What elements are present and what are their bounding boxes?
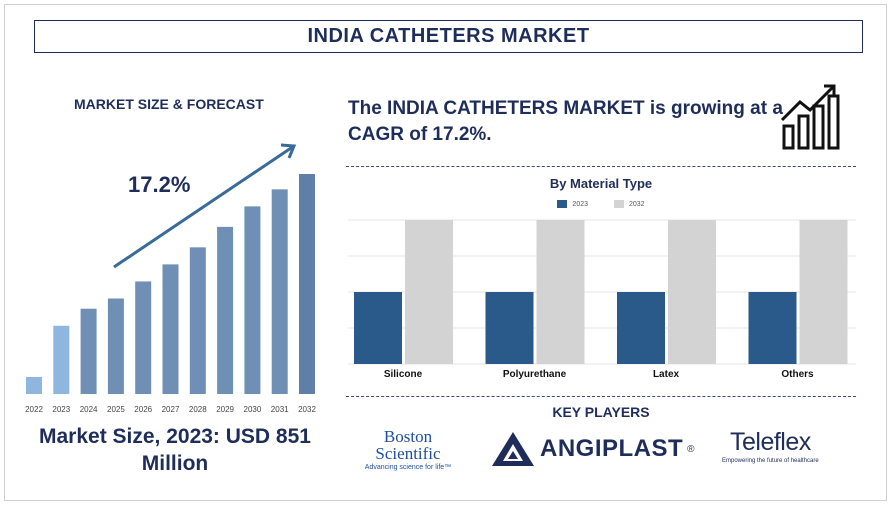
material-chart-title: By Material Type xyxy=(549,176,653,191)
forecast-tick-2024: 2024 xyxy=(80,405,98,414)
forecast-tick-2027: 2027 xyxy=(162,405,180,414)
boston-line2: Scientific xyxy=(375,444,441,463)
forecast-tick-2026: 2026 xyxy=(134,405,152,414)
divider-bottom xyxy=(346,396,856,397)
material-bar-latex-2023 xyxy=(617,292,665,364)
boston-scientific-logo: Boston Scientific Advancing science for … xyxy=(348,428,468,471)
legend-label-2032: 2032 xyxy=(629,200,645,208)
growth-chart-icon xyxy=(780,84,840,150)
market-size-text: Market Size, 2023: USD 851 Million xyxy=(39,425,311,475)
material-label-polyurethane: Polyurethane xyxy=(503,369,567,380)
title-banner: INDIA CATHETERS MARKET xyxy=(34,20,863,53)
forecast-tick-2031: 2031 xyxy=(271,405,289,414)
forecast-bar-2030 xyxy=(244,206,261,394)
angiplast-registered-mark: ® xyxy=(687,443,695,455)
material-label-latex: Latex xyxy=(653,369,680,380)
legend-swatch-2032 xyxy=(614,200,624,208)
angiplast-logo: ANGIPLAST ® xyxy=(490,430,695,468)
forecast-bar-2027 xyxy=(162,264,179,394)
material-bar-others-2023 xyxy=(748,292,797,364)
boston-line1: Boston xyxy=(383,427,433,446)
forecast-bar-2023 xyxy=(53,325,70,394)
forecast-bar-2029 xyxy=(217,226,234,394)
teleflex-name: Teleflex xyxy=(729,428,811,456)
material-bar-latex-2032 xyxy=(668,220,716,364)
market-size-heading: MARKET SIZE & FORECAST xyxy=(74,96,264,112)
legend-swatch-2023 xyxy=(557,200,568,208)
teleflex-tagline: Empowering the future of healthcare xyxy=(722,458,819,464)
angiplast-triangle-icon xyxy=(492,432,534,466)
cagr-statement: The INDIA CATHETERS MARKET is growing at… xyxy=(348,98,783,145)
forecast-tick-2029: 2029 xyxy=(216,405,234,414)
forecast-tick-2025: 2025 xyxy=(107,405,125,414)
material-label-others: Others xyxy=(781,369,814,380)
growth-rate-label: 17.2% xyxy=(128,172,190,197)
forecast-bar-2022 xyxy=(26,376,42,394)
divider-top xyxy=(346,166,856,167)
forecast-tick-2030: 2030 xyxy=(244,405,262,414)
legend-label-2023: 2023 xyxy=(572,200,588,208)
forecast-tick-2022: 2022 xyxy=(25,405,43,414)
forecast-bar-2026 xyxy=(135,281,152,394)
boston-tagline: Advancing science for life™ xyxy=(364,464,452,471)
material-label-silicone: Silicone xyxy=(384,369,423,380)
forecast-bar-2025 xyxy=(107,298,124,394)
forecast-tick-2023: 2023 xyxy=(52,405,70,414)
legend-item-2032: 2032 xyxy=(614,200,645,208)
material-bar-silicone-2023 xyxy=(354,292,402,364)
material-bar-polyurethane-2032 xyxy=(536,220,585,364)
material-legend: 2023 2032 xyxy=(346,200,856,208)
page-title: INDIA CATHETERS MARKET xyxy=(307,25,590,47)
forecast-bar-2031 xyxy=(271,189,288,394)
legend-item-2023: 2023 xyxy=(557,200,588,208)
infographic-frame xyxy=(4,4,887,501)
material-bar-polyurethane-2023 xyxy=(485,292,534,364)
forecast-bar-2024 xyxy=(80,308,97,394)
forecast-tick-2028: 2028 xyxy=(189,405,207,414)
teleflex-logo: Teleflex Empowering the future of health… xyxy=(722,428,819,464)
forecast-bar-2028 xyxy=(189,247,206,394)
material-bar-others-2032 xyxy=(799,220,848,364)
angiplast-name: ANGIPLAST xyxy=(540,435,684,462)
growth-arrow xyxy=(113,144,295,269)
key-players-title: KEY PLAYERS xyxy=(552,404,650,420)
forecast-bar-2032 xyxy=(299,174,315,394)
growth-arrow-head xyxy=(280,143,297,159)
forecast-tick-2032: 2032 xyxy=(298,405,316,414)
material-bar-silicone-2032 xyxy=(405,220,453,364)
